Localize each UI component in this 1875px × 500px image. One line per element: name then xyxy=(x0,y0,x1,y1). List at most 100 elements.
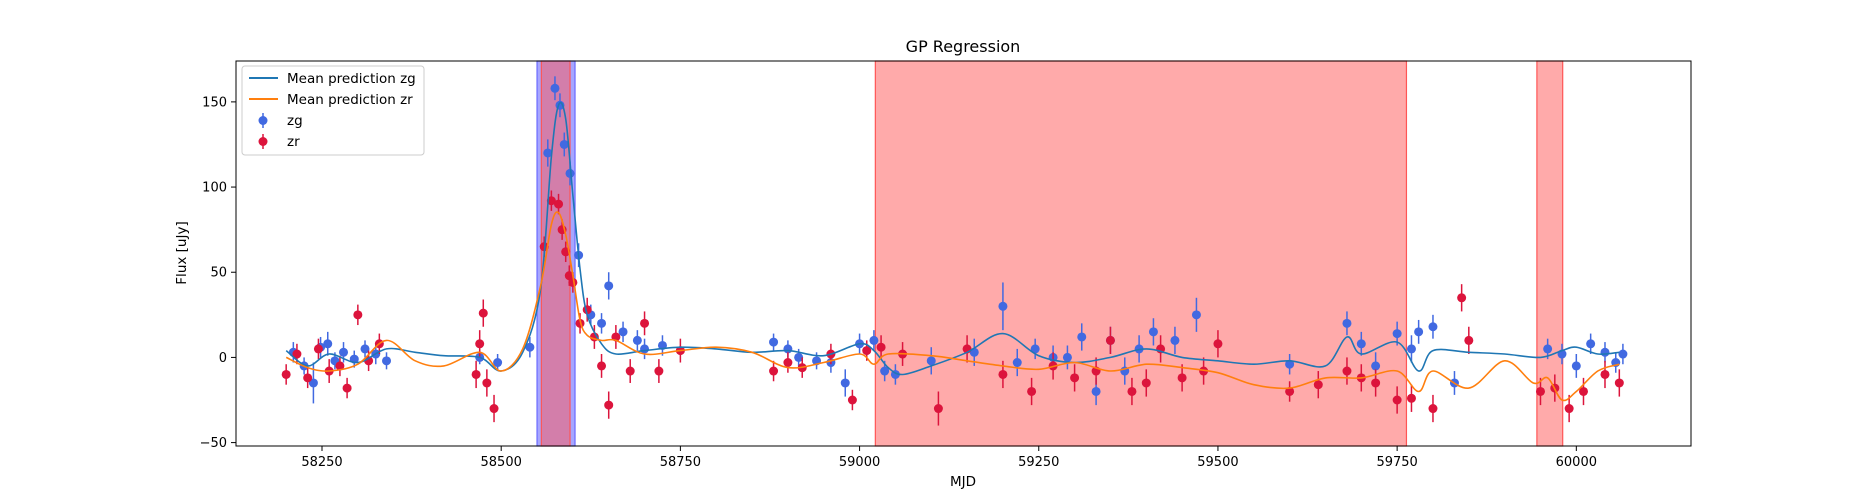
zr-point xyxy=(1464,335,1474,345)
zr-point xyxy=(342,383,352,393)
x-tick-label: 59500 xyxy=(1197,455,1238,470)
zr-point xyxy=(1342,366,1352,376)
zg-point xyxy=(550,83,560,93)
zr-point xyxy=(313,344,323,354)
zg-point xyxy=(493,358,503,368)
legend-label-mean-zg: Mean prediction zg xyxy=(287,71,416,87)
zr-point xyxy=(640,318,650,328)
zg-point xyxy=(1012,358,1022,368)
zg-point xyxy=(880,366,890,376)
zg-point xyxy=(1191,310,1201,320)
zr-point xyxy=(1406,393,1416,403)
y-tick-label: 100 xyxy=(202,181,227,196)
y-tick-label: −50 xyxy=(200,436,227,451)
zg-point xyxy=(783,344,793,354)
zr-point xyxy=(1535,386,1545,396)
zg-point xyxy=(840,378,850,388)
zg-point xyxy=(1571,361,1581,371)
zr-point xyxy=(769,366,779,376)
zr-point xyxy=(1027,386,1037,396)
zg-point xyxy=(1170,335,1180,345)
zr-point xyxy=(1285,386,1295,396)
zr-point xyxy=(876,342,886,352)
zg-point xyxy=(618,327,628,337)
zg-point xyxy=(565,168,575,178)
y-tick-label: 50 xyxy=(210,266,227,281)
x-axis-label: MJD xyxy=(950,474,976,490)
legend-label-zr: zr xyxy=(287,134,300,150)
zg-point xyxy=(1091,386,1101,396)
chart-title: GP Regression xyxy=(906,37,1021,56)
zr-point xyxy=(933,404,943,414)
zg-point xyxy=(1428,322,1438,332)
zr-point xyxy=(482,378,492,388)
y-axis-label: Flux [uJy] xyxy=(174,221,190,284)
zr-point xyxy=(1457,293,1467,303)
zg-point xyxy=(1077,332,1087,342)
zg-point xyxy=(1586,339,1596,349)
zr-point xyxy=(471,369,481,379)
zg-point xyxy=(1406,344,1416,354)
zg-point xyxy=(339,347,349,357)
zg-point xyxy=(559,139,569,149)
zg-point xyxy=(543,148,553,158)
plot-area xyxy=(281,76,1628,426)
zr-point xyxy=(1428,404,1438,414)
legend-swatch-zr xyxy=(258,134,268,149)
zg-point xyxy=(525,342,535,352)
zg-point xyxy=(869,335,879,345)
x-tick-label: 59250 xyxy=(1018,455,1059,470)
zr-point xyxy=(335,361,345,371)
zg-point xyxy=(1414,327,1424,337)
zr-point xyxy=(478,308,488,318)
x-tick-label: 58500 xyxy=(481,455,522,470)
zg-point xyxy=(794,352,804,362)
zg-point xyxy=(1392,329,1402,339)
zg-point xyxy=(382,356,392,366)
zr-point xyxy=(625,366,635,376)
line-mean-prediction-zg xyxy=(285,101,1620,376)
zg-point xyxy=(1371,361,1381,371)
y-axis-ticks: −50 0 50 100 150 xyxy=(200,95,236,451)
zr-point xyxy=(1070,373,1080,383)
zg-point xyxy=(640,344,650,354)
legend: Mean prediction zg Mean prediction zr zg… xyxy=(241,65,425,156)
zg-point xyxy=(1543,344,1553,354)
y-tick-label: 150 xyxy=(202,95,227,110)
zg-point xyxy=(632,335,642,345)
zg-point xyxy=(769,337,779,347)
zr-point xyxy=(847,395,857,405)
x-tick-label: 60000 xyxy=(1556,455,1597,470)
zg-point xyxy=(308,378,318,388)
zr-point xyxy=(998,369,1008,379)
x-axis-ticks: 58250 58500 58750 59000 59250 59500 59750 60000 xyxy=(301,446,1597,470)
zr-point xyxy=(597,361,607,371)
legend-swatch-zg xyxy=(258,113,268,128)
zg-point xyxy=(597,318,607,328)
legend-box xyxy=(241,65,425,156)
zr-point xyxy=(862,346,872,356)
zr-point xyxy=(1141,378,1151,388)
zg-point xyxy=(1285,359,1295,369)
zg-point xyxy=(1062,352,1072,362)
zr-point xyxy=(475,339,485,349)
zr-point xyxy=(554,199,564,209)
zr-point xyxy=(1392,395,1402,405)
zg-point xyxy=(1030,344,1040,354)
zr-point xyxy=(546,196,556,206)
zr-point xyxy=(303,373,313,383)
zr-point xyxy=(783,358,793,368)
zg-point xyxy=(998,301,1008,311)
zr-point xyxy=(604,400,614,410)
zr-point xyxy=(1177,373,1187,383)
zr-point xyxy=(1600,369,1610,379)
y-tick-label: 0 xyxy=(219,351,227,366)
zr-point xyxy=(564,271,574,281)
legend-label-zg: zg xyxy=(287,113,303,129)
shaded-region-3 xyxy=(874,60,1408,447)
zg-point xyxy=(360,344,370,354)
legend-label-mean-zr: Mean prediction zr xyxy=(287,92,413,108)
zr-point xyxy=(1578,386,1588,396)
zg-point xyxy=(1148,327,1158,337)
zr-point xyxy=(1127,386,1137,396)
